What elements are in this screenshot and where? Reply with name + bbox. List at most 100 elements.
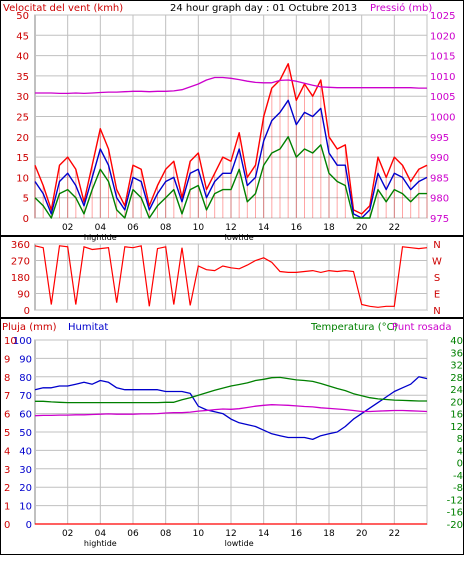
humidity-y-tick-label: 10 bbox=[19, 502, 32, 513]
humidity-y-tick-label: 100 bbox=[13, 336, 32, 347]
wind-x-tick-label: 10 bbox=[193, 223, 205, 233]
pressure-y-tick-label: 980 bbox=[430, 194, 449, 205]
humitat-series-line bbox=[34, 376, 428, 441]
temperature-y-tick-label: 24 bbox=[450, 385, 463, 396]
humidity-y-tick-label: 60 bbox=[19, 410, 32, 421]
pressure-y-tick-label: 1020 bbox=[430, 31, 455, 42]
wind-y-tick-label: 0 bbox=[23, 214, 29, 225]
pressure-y-tick-label: 1025 bbox=[430, 11, 455, 22]
wind-axis-title: Velocitat del vent (kmh) bbox=[3, 3, 123, 14]
dewpoint-axis-title: Punt rosada bbox=[392, 322, 451, 333]
wind-y-tick-label: 40 bbox=[16, 52, 29, 63]
temperature-y-tick-label: 0 bbox=[457, 459, 463, 470]
climate-x-tick-label: 14 bbox=[258, 529, 270, 539]
punt-rosada-series-line bbox=[34, 404, 428, 417]
temperatura-series-line bbox=[35, 376, 427, 404]
humidity-y-tick-label: 0 bbox=[26, 520, 32, 531]
temperature-y-tick-label: -12 bbox=[447, 495, 463, 506]
rain-y-tick-label: 5 bbox=[4, 428, 10, 439]
rain-y-tick-label: 8 bbox=[4, 373, 10, 384]
wind-y-tick-label: 5 bbox=[23, 194, 29, 205]
wind-y-tick-label: 50 bbox=[16, 11, 29, 22]
wind-x-tick-label: 06 bbox=[127, 223, 139, 233]
humidity-y-tick-label: 50 bbox=[19, 428, 32, 439]
temperature-y-tick-label: 4 bbox=[457, 446, 463, 457]
wind-y-tick-label: 15 bbox=[16, 153, 29, 164]
climate-x-tick-label: 04 bbox=[95, 529, 107, 539]
temperature-y-tick-label: 16 bbox=[450, 410, 463, 421]
pressure-y-tick-label: 1015 bbox=[430, 52, 455, 63]
low-series-line bbox=[34, 136, 427, 219]
wind-x-tick-label: 04 bbox=[95, 223, 107, 233]
wind-x-tick-label: 02 bbox=[62, 223, 73, 233]
humidity-y-tick-label: 20 bbox=[19, 483, 32, 494]
climate-x-tick-label: 10 bbox=[193, 529, 205, 539]
pressure-y-tick-label: 990 bbox=[430, 153, 449, 164]
compass-label: N bbox=[433, 240, 440, 251]
compass-label: S bbox=[434, 273, 440, 284]
rain-y-tick-label: 1 bbox=[4, 502, 10, 513]
climate-x-tick-label: 20 bbox=[356, 529, 368, 539]
rain-y-tick-label: 2 bbox=[4, 483, 10, 494]
temperature-y-tick-label: 8 bbox=[457, 434, 463, 445]
wind-x-tick-label: 22 bbox=[389, 223, 400, 233]
wind-plot-area: 02 04 06 08 10 12 14 16 18 20 22051015202530354045… bbox=[16, 11, 455, 242]
pressure-y-tick-label: 1000 bbox=[430, 113, 455, 124]
temperature-y-tick-label: 32 bbox=[450, 361, 463, 372]
climate-x-tick-label: 16 bbox=[291, 529, 303, 539]
rain-y-tick-label: 0 bbox=[4, 520, 10, 531]
pressure-axis-title: Pressió (mb) bbox=[370, 2, 432, 14]
direction-y-tick-label: 360 bbox=[11, 240, 30, 251]
pressure-y-tick-label: 975 bbox=[430, 214, 449, 225]
pressure-series-line bbox=[35, 76, 427, 95]
direction-series-line bbox=[34, 245, 428, 308]
temperature-y-tick-label: 20 bbox=[450, 397, 463, 408]
temperature-y-tick-label: 36 bbox=[450, 348, 463, 359]
gust-series-line bbox=[34, 63, 428, 215]
wind-y-tick-label: 25 bbox=[16, 113, 29, 124]
climate-x-tick-label: 02 bbox=[62, 529, 73, 539]
tide-label: lowtide bbox=[225, 233, 254, 242]
rain-y-tick-label: 6 bbox=[4, 410, 10, 421]
rain-axis-title: Pluja (mm) bbox=[2, 322, 57, 333]
wind-y-tick-label: 10 bbox=[16, 173, 29, 184]
climate-x-tick-label: 08 bbox=[160, 529, 172, 539]
rain-y-tick-label: 3 bbox=[4, 465, 10, 476]
temperature-y-tick-label: 12 bbox=[450, 422, 463, 433]
rain-y-tick-label: 4 bbox=[4, 446, 10, 457]
chart-title: 24 hour graph day : 01 Octubre 2013 bbox=[170, 3, 357, 14]
wind-x-tick-label: 20 bbox=[356, 223, 368, 233]
pressure-y-tick-label: 985 bbox=[430, 173, 449, 184]
wind-y-tick-label: 20 bbox=[16, 133, 29, 144]
humidity-y-tick-label: 90 bbox=[19, 354, 32, 365]
humidity-axis-title: Humitat bbox=[68, 322, 108, 333]
wind-y-tick-label: 35 bbox=[16, 72, 29, 83]
direction-y-tick-label: 180 bbox=[11, 273, 30, 284]
wind-y-tick-label: 45 bbox=[16, 31, 29, 42]
rain-y-tick-label: 9 bbox=[4, 354, 10, 365]
climate-plot-area: 0 01 102 203 304 405 506 607 708 809 9010100-20-16… bbox=[4, 336, 463, 548]
compass-label: E bbox=[434, 290, 440, 301]
humidity-y-tick-label: 30 bbox=[19, 465, 32, 476]
compass-label: N bbox=[433, 306, 440, 317]
temperature-y-tick-label: 28 bbox=[450, 373, 463, 384]
direction-y-tick-label: 90 bbox=[17, 290, 30, 301]
pressure-y-tick-label: 1010 bbox=[430, 72, 455, 83]
climate-tide-label: hightide bbox=[84, 539, 117, 548]
temperature-y-tick-label: -4 bbox=[453, 471, 463, 482]
direction-y-tick-label: 270 bbox=[11, 257, 30, 268]
wind-x-tick-label: 16 bbox=[291, 223, 303, 233]
pressure-y-tick-label: 995 bbox=[430, 133, 449, 144]
compass-label: W bbox=[432, 257, 442, 268]
humidity-y-tick-label: 70 bbox=[19, 391, 32, 402]
climate-x-tick-label: 12 bbox=[225, 529, 236, 539]
climate-x-tick-label: 22 bbox=[389, 529, 400, 539]
wind-x-tick-label: 18 bbox=[323, 223, 335, 233]
temperature-y-tick-label: -16 bbox=[447, 508, 463, 519]
temperature-y-tick-label: -20 bbox=[447, 520, 463, 531]
climate-x-tick-label: 18 bbox=[323, 529, 335, 539]
temperature-y-tick-label: 40 bbox=[450, 336, 463, 347]
humidity-y-tick-label: 80 bbox=[19, 373, 32, 384]
